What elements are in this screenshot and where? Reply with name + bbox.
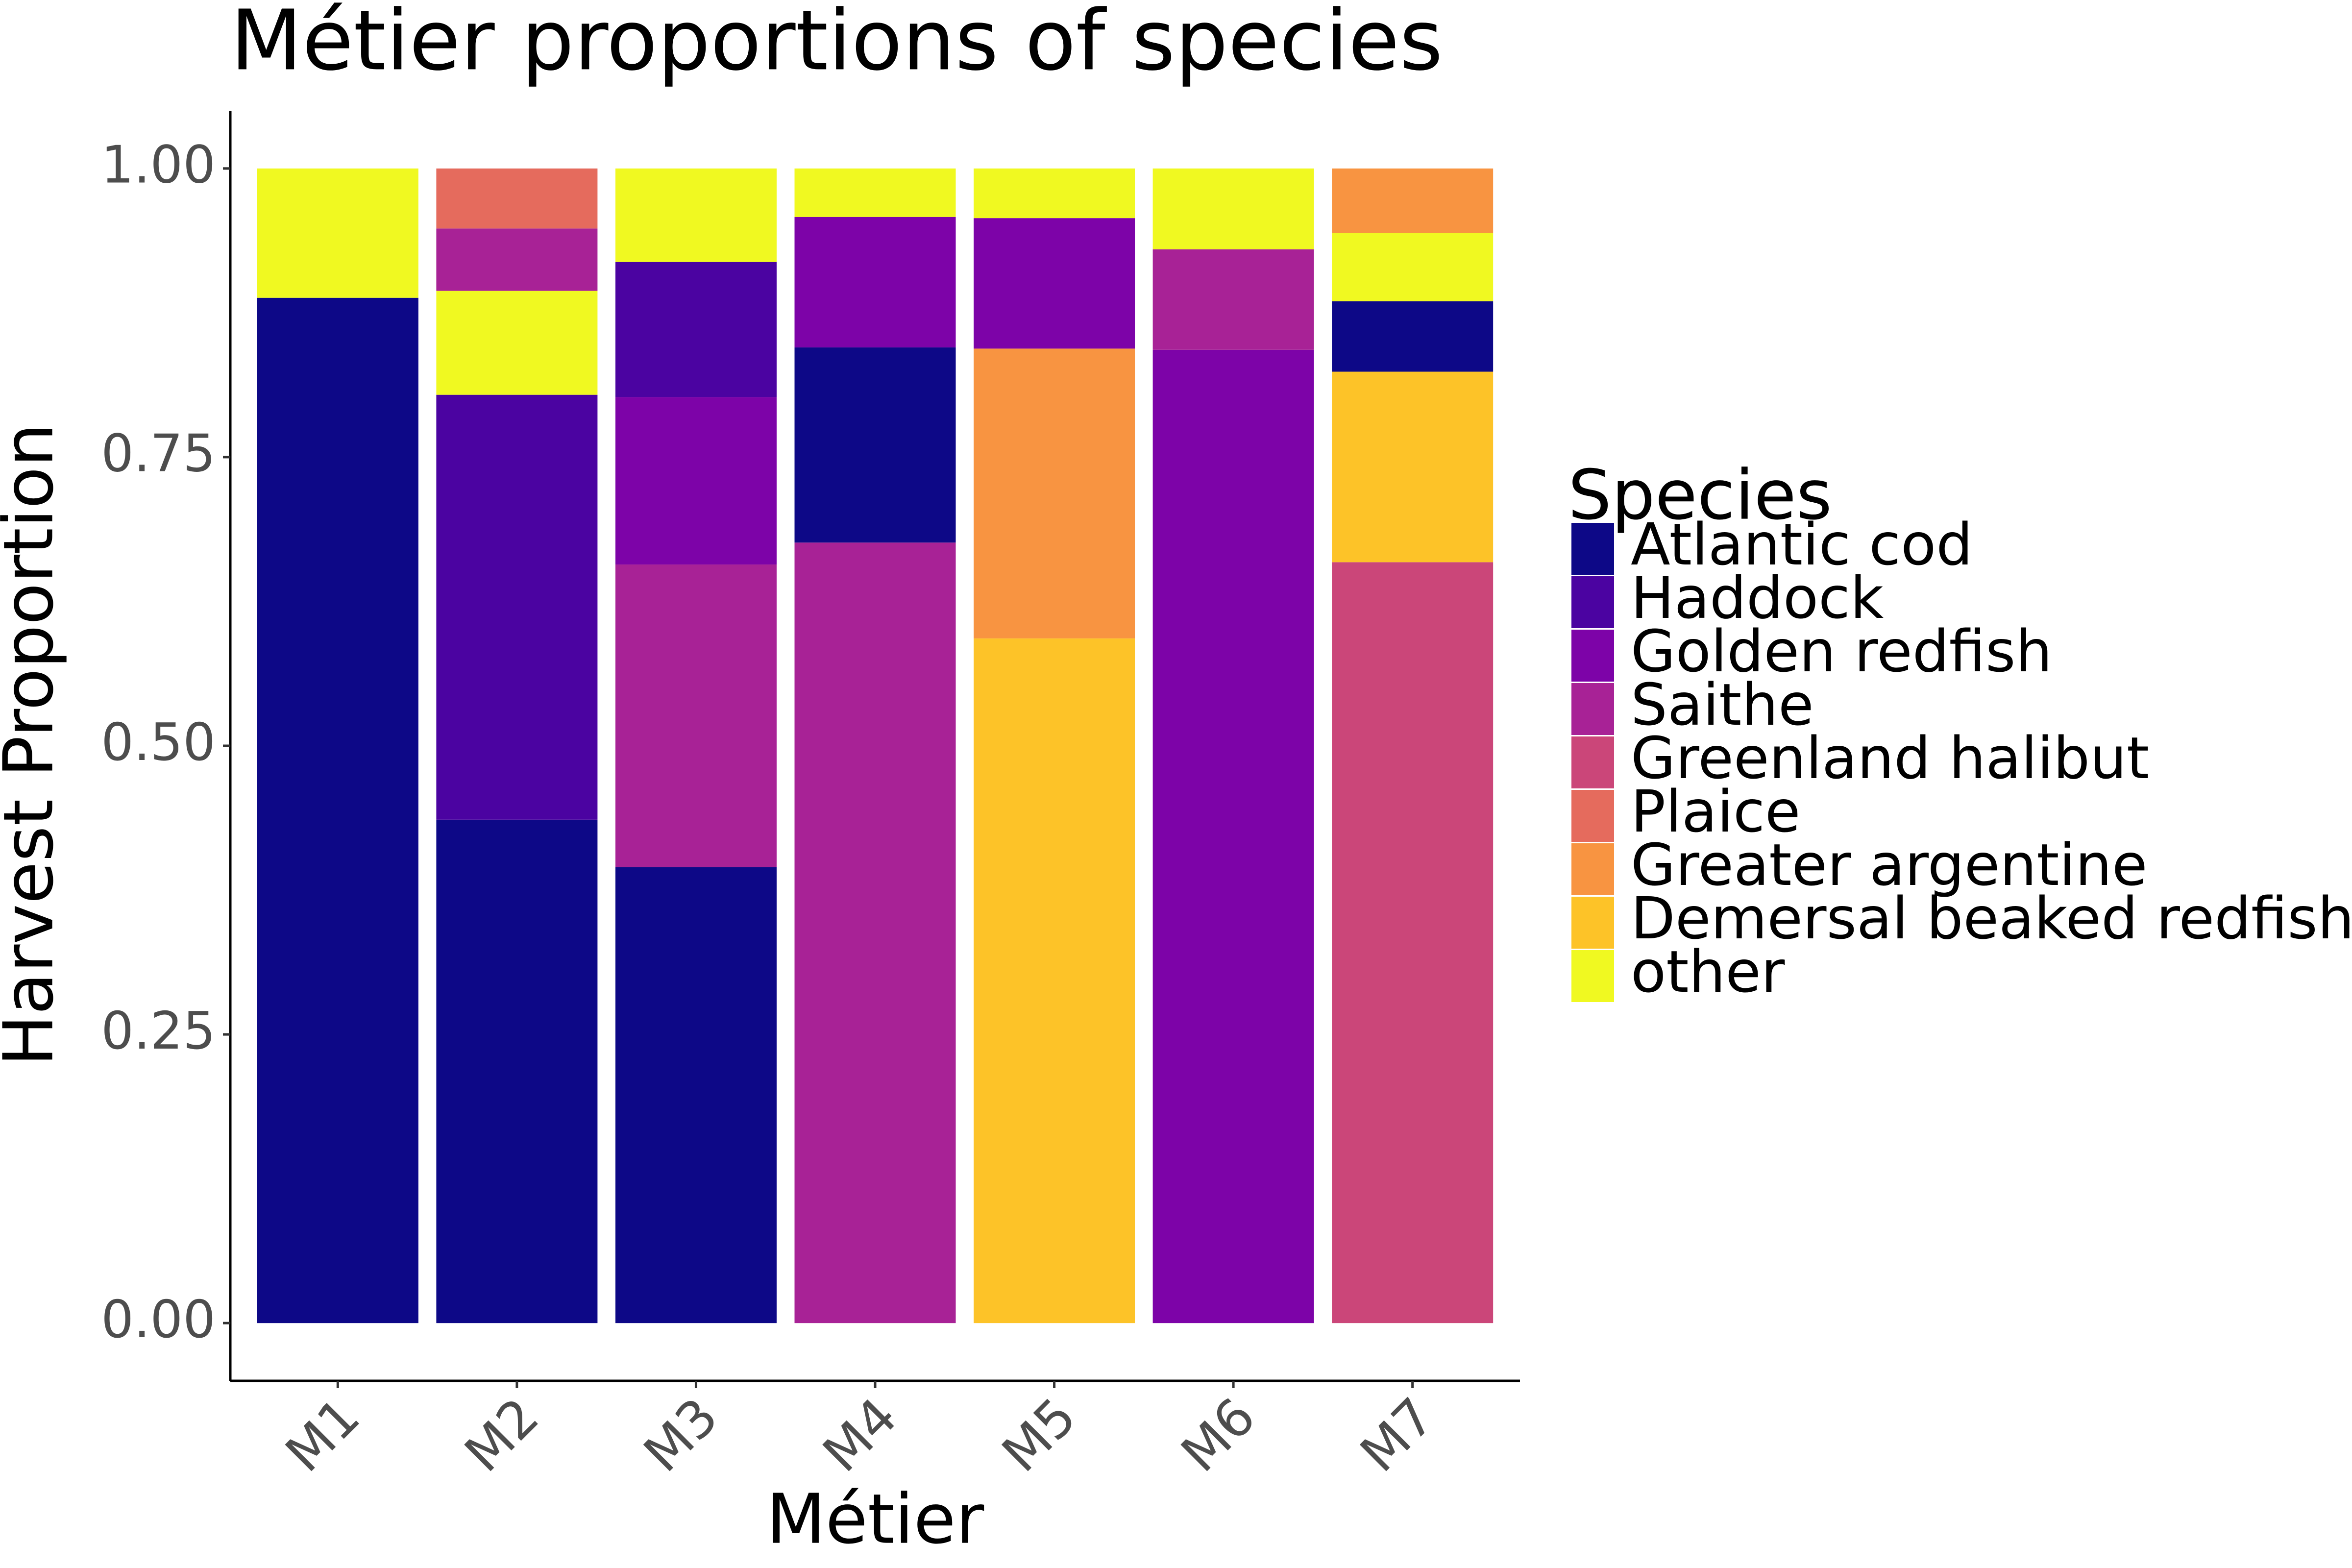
legend-label: Haddock xyxy=(1631,564,1884,632)
x-tick-label: M3 xyxy=(633,1387,730,1484)
bar-segment xyxy=(436,394,598,820)
legend-key xyxy=(1571,843,1614,895)
legend-key xyxy=(1571,630,1614,682)
legend-key xyxy=(1571,897,1614,949)
bar-segment xyxy=(436,819,598,1323)
x-tick-label: M2 xyxy=(453,1387,550,1484)
bar-segment xyxy=(794,347,956,543)
legend-title: Species xyxy=(1568,456,1832,536)
bar-segment xyxy=(1332,562,1494,1323)
bar-segment xyxy=(257,168,418,298)
legend-key xyxy=(1571,790,1614,842)
bar-segment xyxy=(974,218,1135,349)
bar-segment xyxy=(615,397,777,565)
legend-label: Saithe xyxy=(1631,671,1814,738)
chart-title: Métier proportions of species xyxy=(230,0,1443,89)
x-tick-label: M7 xyxy=(1349,1387,1446,1484)
legend-label: Golden redfish xyxy=(1631,617,2052,685)
bar-segment xyxy=(1152,249,1314,350)
legend-label: other xyxy=(1631,938,1785,1005)
legend-key xyxy=(1571,950,1614,1002)
legend-label: Atlantic cod xyxy=(1631,511,1973,578)
x-axis-title: Métier xyxy=(766,1480,984,1560)
legend-key xyxy=(1571,736,1614,788)
x-tick-label: M5 xyxy=(991,1387,1088,1484)
legend-key xyxy=(1571,523,1614,575)
y-tick-label: 0.00 xyxy=(101,1290,216,1349)
bar-segment xyxy=(974,638,1135,1323)
bar-segment xyxy=(974,348,1135,638)
legend-label: Demersal beaked redfish xyxy=(1631,884,2352,952)
bar-segment xyxy=(1152,349,1314,1323)
legend-label: Plaice xyxy=(1631,778,1801,845)
x-tick-label: M6 xyxy=(1170,1387,1267,1484)
bar-segment xyxy=(615,262,777,397)
x-tick-label: M1 xyxy=(274,1387,371,1484)
bar-segment xyxy=(974,168,1135,219)
bar-segment xyxy=(257,297,418,1323)
y-tick-label: 1.00 xyxy=(101,135,216,195)
bar-segment xyxy=(615,564,777,867)
bar-segment xyxy=(1152,168,1314,249)
bar-segment xyxy=(794,217,956,348)
y-tick-label: 0.50 xyxy=(101,712,216,772)
bar-segment xyxy=(1332,371,1494,563)
legend-key xyxy=(1571,683,1614,735)
legend-key xyxy=(1571,576,1614,628)
y-tick-label: 0.25 xyxy=(101,1001,216,1061)
x-tick-label: M4 xyxy=(811,1387,908,1484)
bar-segment xyxy=(1332,233,1494,301)
bar-segment xyxy=(794,168,956,217)
y-axis-title: Harvest Proportion xyxy=(0,423,69,1066)
bar-segment xyxy=(436,228,598,291)
bar-segment xyxy=(615,867,777,1323)
bar-segment xyxy=(436,291,598,395)
bar-segment xyxy=(794,542,956,1323)
bar-segment xyxy=(436,168,598,229)
legend-label: Greenland halibut xyxy=(1631,724,2149,792)
bar-segment xyxy=(615,168,777,262)
legend-label: Greater argentine xyxy=(1631,831,2148,899)
bar-segment xyxy=(1332,301,1494,372)
y-tick-label: 0.75 xyxy=(101,424,216,484)
bar-segment xyxy=(1332,168,1494,233)
